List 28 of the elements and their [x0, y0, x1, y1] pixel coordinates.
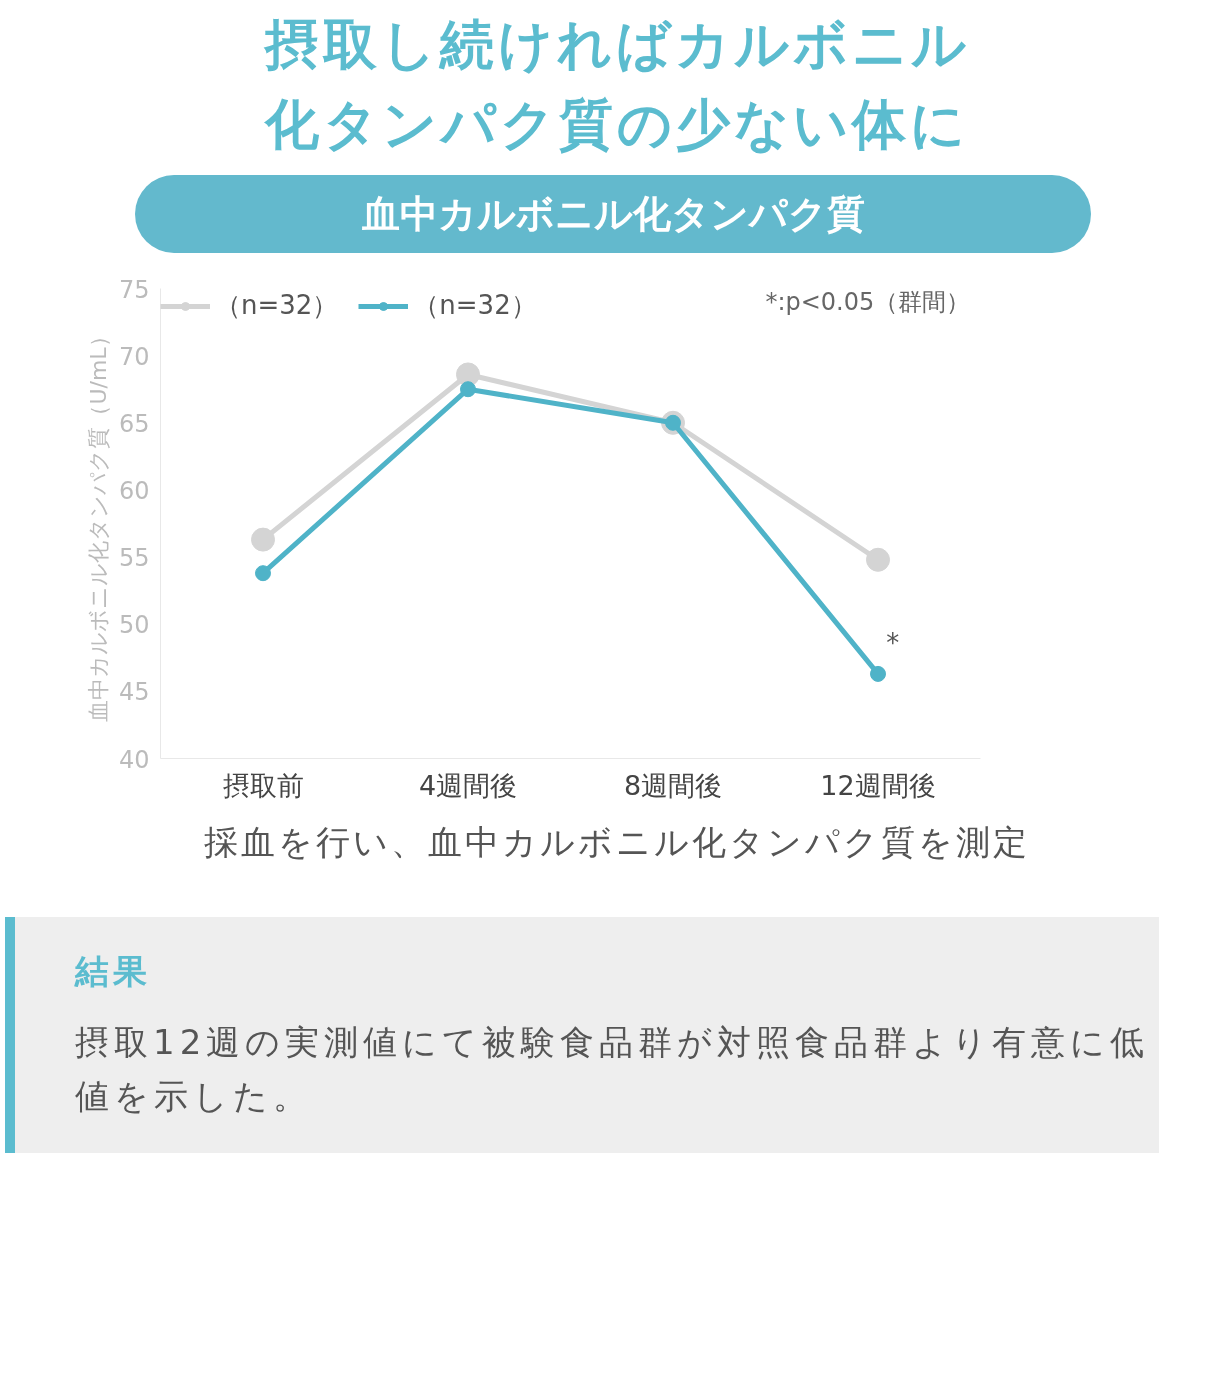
text: 採血を行い、血中カルボニル化タンパク質を測定: [203, 821, 1031, 864]
y-tick-label: 45: [118, 678, 150, 707]
chart-subtitle: 血中カルボニル化タンパク質: [135, 175, 1091, 253]
x-tick-label: 摂取前: [222, 769, 304, 801]
point: [870, 665, 886, 682]
annotation: *:p<0.05（群間）: [765, 287, 971, 316]
x-tick-label: 8週間後: [623, 769, 723, 801]
text: 摂取12週の実測値にて被験食品群が対照食品群より有意に低値を示した。: [75, 1021, 1151, 1119]
point: [460, 381, 476, 398]
y-tick-label: 60: [118, 476, 150, 505]
point: [866, 547, 890, 572]
y-tick-label: 75: [118, 275, 150, 304]
point: [251, 527, 275, 552]
y-tick-label: 40: [118, 745, 150, 774]
point: [255, 565, 271, 582]
chart-title: 摂取し続ければカルボニル化タンパク質の少ない体に: [263, 12, 971, 158]
y-axis-title: 血中カルボニル化タンパク質（U/mL）: [85, 325, 111, 722]
legend-label: （n=32）: [215, 289, 339, 322]
x-tick-label: 12週間後: [820, 769, 936, 801]
y-tick-label: 55: [118, 544, 150, 573]
x-tick-label: 4週間後: [418, 769, 518, 801]
text: 結果: [75, 949, 152, 993]
y-tick-label: 65: [118, 409, 150, 438]
y-tick-label: 70: [118, 342, 150, 371]
legend-label: （n=32）: [413, 289, 537, 322]
y-tick-label: 50: [118, 611, 150, 640]
point: [456, 362, 480, 387]
annotation: *: [886, 627, 900, 658]
